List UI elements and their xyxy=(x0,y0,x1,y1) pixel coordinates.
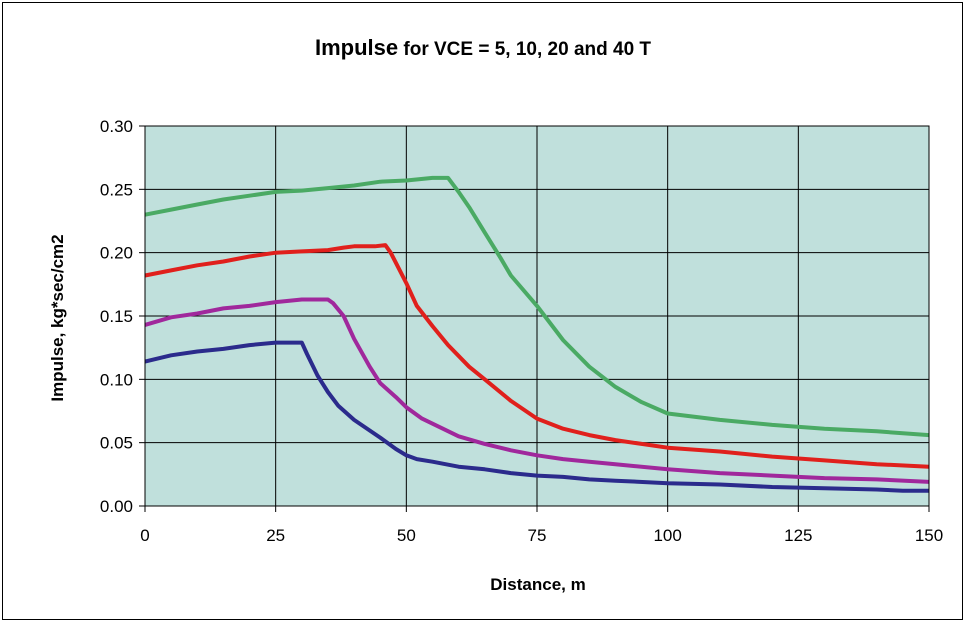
y-axis-title: Impulse, kg*sec/cm2 xyxy=(48,234,67,401)
x-tick-label: 75 xyxy=(528,526,547,545)
x-tick-label: 50 xyxy=(397,526,416,545)
series-line-4 xyxy=(144,175,930,438)
y-tick-label: 0.25 xyxy=(100,180,133,199)
series-line-2 xyxy=(144,297,930,484)
axes xyxy=(139,125,930,512)
chart-title: Impulse for VCE = 5, 10, 20 and 40 T xyxy=(315,35,651,60)
x-axis-title: Distance, m xyxy=(490,575,585,594)
series-lines xyxy=(144,175,930,493)
chart-title-main: Impulse xyxy=(315,35,398,60)
x-tick-label: 25 xyxy=(266,526,285,545)
x-tick-label: 0 xyxy=(140,526,149,545)
series-line-1 xyxy=(144,340,929,493)
x-tick-label: 125 xyxy=(784,526,812,545)
series-line-3 xyxy=(144,243,930,469)
y-tick-label: 0.00 xyxy=(100,497,133,516)
chart-title-rest: for VCE = 5, 10, 20 and 40 T xyxy=(398,39,651,60)
y-tick-label: 0.20 xyxy=(100,244,133,263)
tick-labels: 0.00 0.05 0.10 0.15 0.20 0.25 0.30 0 25 50 75 100 12… xyxy=(100,117,943,545)
x-tick-label: 150 xyxy=(915,526,943,545)
y-tick-label: 0.15 xyxy=(100,307,133,326)
y-tick-label: 0.05 xyxy=(100,434,133,453)
y-tick-label: 0.10 xyxy=(100,370,133,389)
x-tick-label: 100 xyxy=(653,526,681,545)
y-tick-label: 0.30 xyxy=(100,117,133,136)
